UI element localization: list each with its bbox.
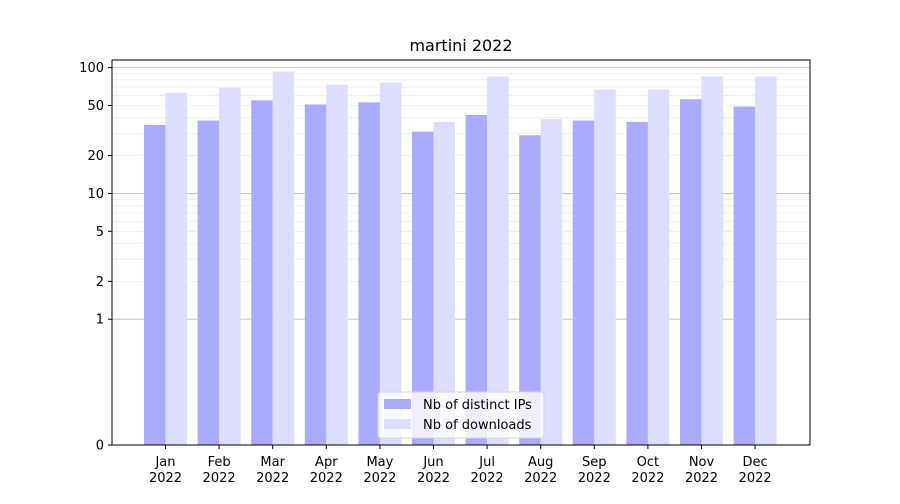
x-tick-label: Jun 2022 bbox=[417, 455, 450, 486]
bar-downloads bbox=[701, 76, 723, 445]
bar-distinct-ips bbox=[626, 121, 648, 445]
legend-swatch bbox=[384, 399, 411, 409]
x-tick-label: Apr 2022 bbox=[310, 455, 343, 486]
bar-distinct-ips bbox=[144, 124, 166, 445]
bar-downloads bbox=[272, 71, 295, 446]
y-tick-label: 20 bbox=[87, 149, 104, 164]
bar-distinct-ips bbox=[519, 135, 541, 445]
y-tick-label: 5 bbox=[96, 225, 104, 240]
bar-distinct-ips bbox=[572, 120, 595, 446]
bar-distinct-ips bbox=[680, 99, 702, 445]
bar-downloads bbox=[165, 92, 187, 445]
x-tick-label: Oct 2022 bbox=[631, 455, 664, 486]
bar-distinct-ips bbox=[465, 115, 488, 445]
x-tick-label: May 2022 bbox=[363, 455, 396, 486]
y-axis: 0 1 2 5 10 20 50 100 bbox=[79, 61, 112, 454]
x-tick-label: Aug 2022 bbox=[524, 455, 557, 486]
x-tick-label: Mar 2022 bbox=[256, 455, 289, 486]
bar-downloads bbox=[379, 82, 402, 446]
x-tick-label: Feb 2022 bbox=[203, 455, 236, 486]
legend-label: Nb of downloads bbox=[423, 418, 532, 433]
x-axis: Jan 2022 Feb 2022 Mar 2022 Apr 2022 May 2022 Jun 20… bbox=[149, 445, 772, 486]
bars-layer bbox=[144, 71, 777, 446]
bar-distinct-ips bbox=[251, 100, 273, 445]
chart-title: martini 2022 bbox=[409, 36, 512, 55]
bar-distinct-ips bbox=[733, 106, 756, 445]
bar-downloads bbox=[594, 89, 616, 446]
bar-downloads bbox=[433, 121, 455, 445]
bar-downloads bbox=[647, 89, 670, 446]
legend: Nb of distinct IPs Nb of downloads bbox=[377, 391, 545, 439]
bar-downloads bbox=[219, 87, 241, 445]
x-tick-label: Jul 2022 bbox=[471, 455, 504, 486]
plot-frame bbox=[111, 59, 811, 446]
y-tick-label: 10 bbox=[87, 187, 104, 202]
bar-downloads bbox=[755, 76, 777, 445]
x-tick-label: Nov 2022 bbox=[685, 455, 718, 486]
y-tick-label: 100 bbox=[79, 61, 104, 76]
y-tick-label: 1 bbox=[96, 313, 104, 328]
x-tick-label: Sep 2022 bbox=[578, 455, 611, 486]
bar-distinct-ips bbox=[304, 104, 327, 445]
bar-distinct-ips bbox=[197, 120, 220, 446]
legend-label: Nb of distinct IPs bbox=[423, 398, 532, 413]
y-tick-label: 50 bbox=[87, 99, 104, 114]
x-tick-label: Jan 2022 bbox=[149, 455, 182, 486]
bar-downloads bbox=[487, 76, 509, 445]
legend-swatch bbox=[384, 419, 411, 429]
bar-distinct-ips bbox=[358, 102, 380, 446]
y-tick-label: 2 bbox=[96, 275, 104, 290]
bar-downloads bbox=[540, 119, 563, 445]
bar-distinct-ips bbox=[412, 131, 434, 445]
y-tick-label: 0 bbox=[96, 439, 104, 454]
bar-downloads bbox=[326, 84, 348, 446]
x-tick-label: Dec 2022 bbox=[739, 455, 772, 486]
legend-box bbox=[377, 391, 545, 439]
